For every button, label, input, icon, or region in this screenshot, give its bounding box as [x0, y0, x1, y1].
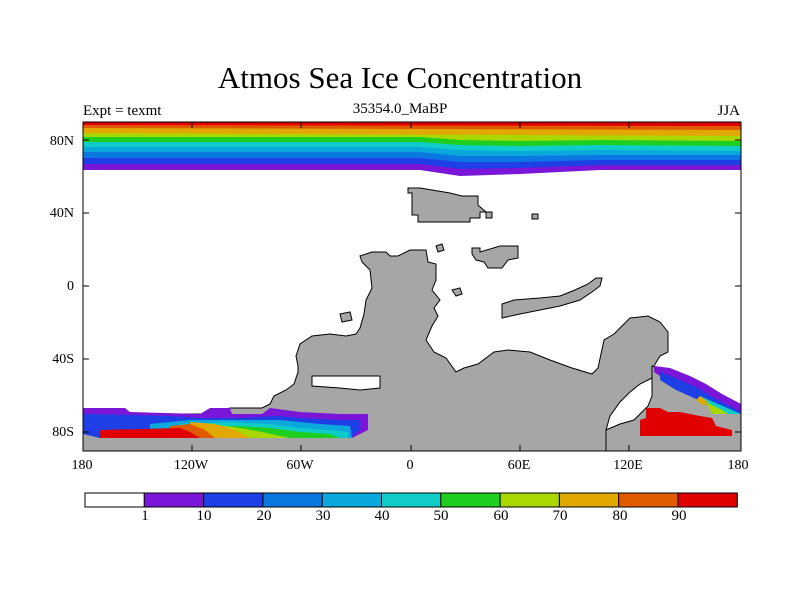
colorbar-label: 50: [433, 508, 449, 524]
x-tick-label: 120E: [613, 458, 643, 473]
colorbar-label: 90: [671, 508, 687, 524]
colorbar-label: 70: [552, 508, 568, 524]
x-tick-label: 0: [406, 458, 414, 473]
land-polygon: [451, 287, 463, 297]
colorbar-label: 40: [374, 508, 390, 524]
land-polygon: [531, 213, 539, 220]
colorbar-label: 30: [315, 508, 331, 524]
land-polygon: [339, 311, 353, 323]
colorbar-label: 20: [256, 508, 272, 524]
colorbar-swatch: [440, 492, 501, 508]
southern-ice-west: [83, 408, 368, 438]
y-tick-label: 40N: [49, 206, 74, 221]
arctic-ice-bands: [83, 122, 741, 176]
colorbar-swatch: [618, 492, 679, 508]
colorbar-label: 1: [141, 508, 149, 524]
colorbar-swatch: [321, 492, 383, 508]
colorbar-swatch: [558, 492, 620, 508]
colorbar-swatch: [677, 492, 738, 508]
ice-band: [706, 402, 728, 414]
colorbar-swatch: [381, 492, 442, 508]
colorbar-swatch: [499, 492, 560, 508]
x-tick-label: 180: [727, 458, 749, 473]
y-tick-label: 40S: [52, 352, 74, 367]
colorbar-swatch: [203, 492, 264, 508]
x-tick-label: 120W: [173, 458, 209, 473]
colorbar-swatch: [262, 492, 323, 508]
x-tick-label: 180: [71, 458, 93, 473]
colorbar-swatch: [84, 492, 145, 508]
land-polygon: [501, 277, 603, 319]
colorbar-swatch: [143, 492, 205, 508]
season-label: JJA: [717, 103, 740, 119]
land-polygon: [83, 249, 669, 451]
axis-ticks: [82, 122, 742, 451]
plot-title: Atmos Sea Ice Concentration: [217, 60, 583, 95]
colorbar-label: 10: [196, 508, 212, 524]
y-tick-label: 80S: [52, 425, 74, 440]
southern-ice-east: [640, 366, 741, 436]
plot-subtitle: 35354.0_MaBP: [352, 101, 448, 117]
ice-band: [696, 396, 708, 406]
ice-band: [640, 408, 732, 436]
ice-band: [660, 372, 741, 414]
land-masses: [83, 187, 741, 451]
experiment-label: Expt = texmt: [83, 103, 162, 119]
x-tick-label: 60W: [286, 458, 314, 473]
colorbar-label: 80: [612, 508, 628, 524]
colorbar: [84, 492, 738, 508]
y-tick-label: 0: [67, 279, 74, 294]
ocean-inlet: [311, 375, 381, 391]
y-tick-label: 80N: [49, 134, 74, 149]
map-plot-area: [83, 122, 741, 451]
land-polygon: [435, 243, 445, 253]
land-polygon: [471, 245, 519, 269]
ice-band: [83, 122, 741, 126]
x-tick-label: 60E: [507, 458, 531, 473]
colorbar-label: 60: [493, 508, 509, 524]
land-polygon: [407, 187, 493, 223]
ice-band: [100, 428, 200, 438]
